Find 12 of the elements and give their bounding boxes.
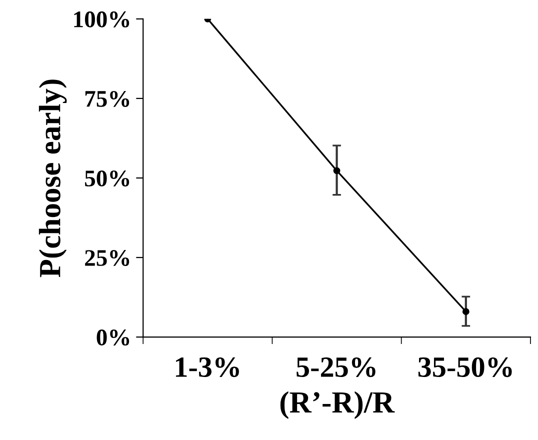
y-tick-label: 100% xyxy=(74,11,130,28)
point xyxy=(333,167,340,174)
x-axis-title: (R’-R)/R xyxy=(280,391,395,419)
y-tick-label: 0% xyxy=(96,330,130,346)
point xyxy=(462,308,470,316)
x-tick-label: 5-25% xyxy=(296,357,376,378)
x-tick-label: 35-50% xyxy=(418,357,512,378)
y-tick-label: 50% xyxy=(85,170,130,186)
y-tick-label: 25% xyxy=(85,250,130,266)
x-tick-label: 1-3% xyxy=(176,357,239,378)
y-axis-title: P(choose early) xyxy=(38,80,67,278)
y-tick-label: 75% xyxy=(85,90,130,107)
